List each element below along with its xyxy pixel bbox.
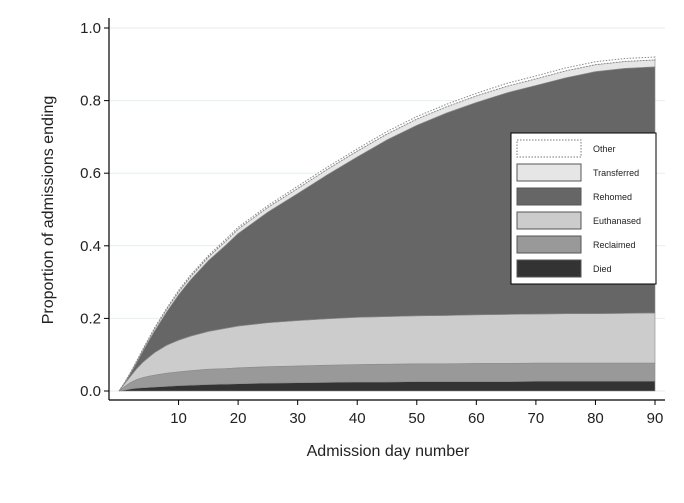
y-ticks: 0.0 0.2 0.4 0.6 0.8 1.0 — [80, 20, 109, 400]
x-tick-label: 80 — [587, 410, 604, 427]
y-tick-label: 0.8 — [80, 93, 101, 110]
legend-label-died: Died — [593, 264, 612, 274]
y-tick-label: 0.0 — [80, 383, 101, 400]
y-tick-label: 0.2 — [80, 310, 101, 327]
legend-swatch-other — [517, 140, 581, 157]
x-tick-label: 30 — [289, 410, 306, 427]
x-tick-label: 70 — [528, 410, 545, 427]
legend-label-other: Other — [593, 144, 616, 154]
x-tick-label: 40 — [349, 410, 366, 427]
legend-label-reclaimed: Reclaimed — [593, 240, 636, 250]
y-tick-label: 0.6 — [80, 165, 101, 182]
y-axis-title: Proportion of admissions ending — [40, 96, 57, 325]
legend-swatch-transferred — [517, 164, 581, 181]
legend-swatch-died — [517, 260, 581, 277]
x-tick-label: 50 — [408, 410, 425, 427]
legend-swatch-euthanased — [517, 212, 581, 229]
x-tick-label: 10 — [170, 410, 187, 427]
legend: Other Transferred Rehomed Euthanased Reclaim… — [511, 133, 656, 284]
legend-label-transferred: Transferred — [593, 168, 639, 178]
x-ticks: 10 20 30 40 50 60 70 80 90 — [170, 400, 663, 427]
x-tick-label: 90 — [647, 410, 664, 427]
legend-swatch-rehomed — [517, 188, 581, 205]
x-axis-title: Admission day number — [307, 443, 470, 460]
y-tick-label: 0.4 — [80, 238, 101, 255]
x-tick-label: 20 — [230, 410, 247, 427]
legend-label-euthanased: Euthanased — [593, 216, 641, 226]
legend-swatch-reclaimed — [517, 236, 581, 253]
y-tick-label: 1.0 — [80, 20, 101, 37]
legend-label-rehomed: Rehomed — [593, 192, 632, 202]
x-tick-label: 60 — [468, 410, 485, 427]
